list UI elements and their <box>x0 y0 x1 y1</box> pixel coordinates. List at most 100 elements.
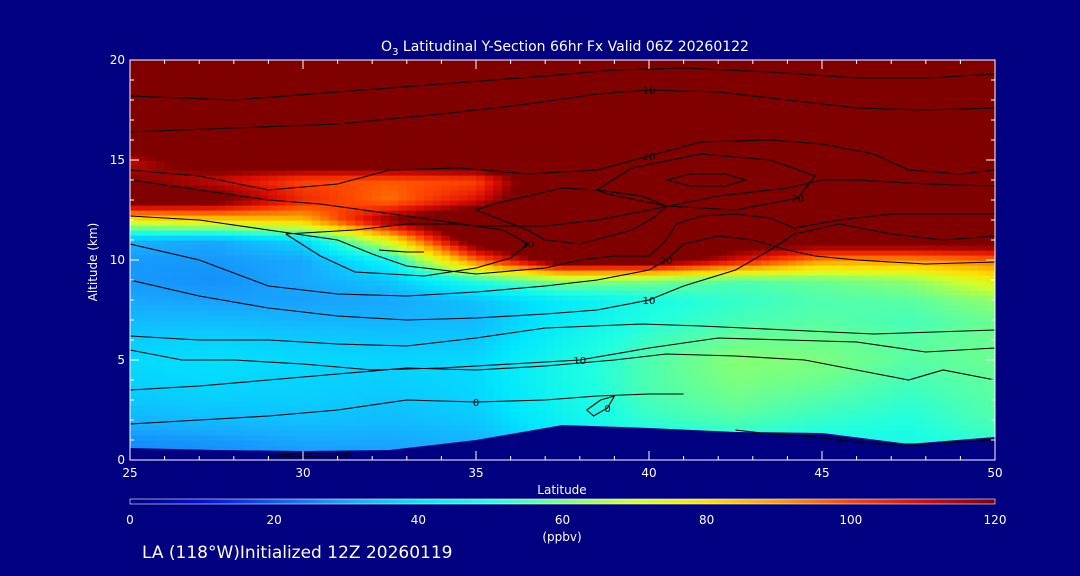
field-cell <box>233 325 244 331</box>
field-cell <box>510 290 520 296</box>
field-cell <box>770 385 780 391</box>
field-cell <box>891 305 901 311</box>
field-cell <box>571 285 581 291</box>
field-cell <box>778 215 788 221</box>
field-cell <box>649 315 659 321</box>
field-cell <box>709 315 719 321</box>
field-cell <box>839 385 849 391</box>
field-cell <box>605 345 615 351</box>
field-cell <box>649 380 659 386</box>
field-cell <box>268 230 278 236</box>
field-cell <box>328 270 339 276</box>
field-cell <box>225 275 235 281</box>
field-cell <box>372 290 382 296</box>
field-cell <box>588 310 598 316</box>
field-cell <box>311 265 321 271</box>
field-cell <box>467 375 477 381</box>
field-cell <box>450 320 460 326</box>
field-cell <box>908 235 918 241</box>
field-cell <box>778 285 788 291</box>
field-cell <box>277 440 287 446</box>
field-cell <box>380 370 391 376</box>
field-cell <box>925 380 936 386</box>
field-cell <box>268 210 278 216</box>
field-cell <box>190 285 200 291</box>
field-cell <box>458 405 468 411</box>
field-cell <box>631 315 641 321</box>
field-cell <box>380 275 391 281</box>
field-cell <box>501 290 512 296</box>
field-cell <box>986 405 995 411</box>
field-cell <box>666 235 676 241</box>
field-cell <box>882 400 892 406</box>
field-cell <box>925 310 936 316</box>
field-cell <box>216 210 226 216</box>
field-cell <box>649 405 659 411</box>
field-cell <box>891 400 901 406</box>
field-cell <box>813 350 823 356</box>
field-cell <box>476 265 486 271</box>
field-cell <box>493 395 503 401</box>
field-cell <box>761 330 771 336</box>
field-cell <box>501 315 512 321</box>
field-cell <box>181 400 192 406</box>
field-cell <box>571 325 581 331</box>
field-cell <box>138 260 148 266</box>
field-cell <box>242 215 252 221</box>
field-cell <box>130 290 140 296</box>
field-cell <box>631 240 641 246</box>
field-cell <box>415 360 425 366</box>
field-cell <box>787 225 797 231</box>
field-cell <box>173 330 183 336</box>
field-cell <box>147 345 157 351</box>
field-cell <box>977 410 987 416</box>
field-cell <box>225 365 235 371</box>
field-cell <box>277 350 287 356</box>
field-cell <box>735 360 745 366</box>
field-cell <box>657 290 667 296</box>
field-cell <box>130 300 140 306</box>
field-cell <box>588 225 598 231</box>
field-cell <box>674 405 685 411</box>
field-cell <box>354 335 365 341</box>
field-cell <box>623 330 633 336</box>
field-cell <box>553 355 564 361</box>
field-cell <box>536 415 546 421</box>
field-cell <box>277 405 287 411</box>
field-cell <box>242 365 252 371</box>
field-cell <box>605 235 615 241</box>
field-cell <box>346 430 356 436</box>
field-cell <box>536 320 546 326</box>
field-cell <box>882 360 892 366</box>
field-cell <box>294 210 304 216</box>
field-cell <box>519 370 529 376</box>
field-cell <box>242 230 252 236</box>
field-cell <box>700 370 711 376</box>
field-cell <box>398 300 408 306</box>
field-cell <box>242 425 252 431</box>
field-cell <box>666 335 676 341</box>
field-cell <box>925 230 936 236</box>
field-cell <box>216 330 226 336</box>
field-cell <box>899 235 910 241</box>
field-cell <box>856 400 866 406</box>
field-cell <box>424 425 434 431</box>
field-cell <box>562 300 572 306</box>
field-cell <box>631 370 641 376</box>
field-cell <box>770 270 780 276</box>
field-cell <box>623 340 633 346</box>
field-cell <box>822 400 832 406</box>
field-cell <box>899 250 910 256</box>
field-cell <box>155 410 166 416</box>
field-cell <box>233 275 244 281</box>
field-cell <box>501 235 512 241</box>
field-cell <box>726 250 737 256</box>
field-cell <box>510 255 520 261</box>
field-cell <box>761 420 771 426</box>
field-cell <box>303 440 313 446</box>
field-cell <box>303 445 313 451</box>
field-cell <box>891 230 901 236</box>
field-cell <box>822 245 832 251</box>
field-cell <box>458 360 468 366</box>
field-cell <box>398 320 408 326</box>
